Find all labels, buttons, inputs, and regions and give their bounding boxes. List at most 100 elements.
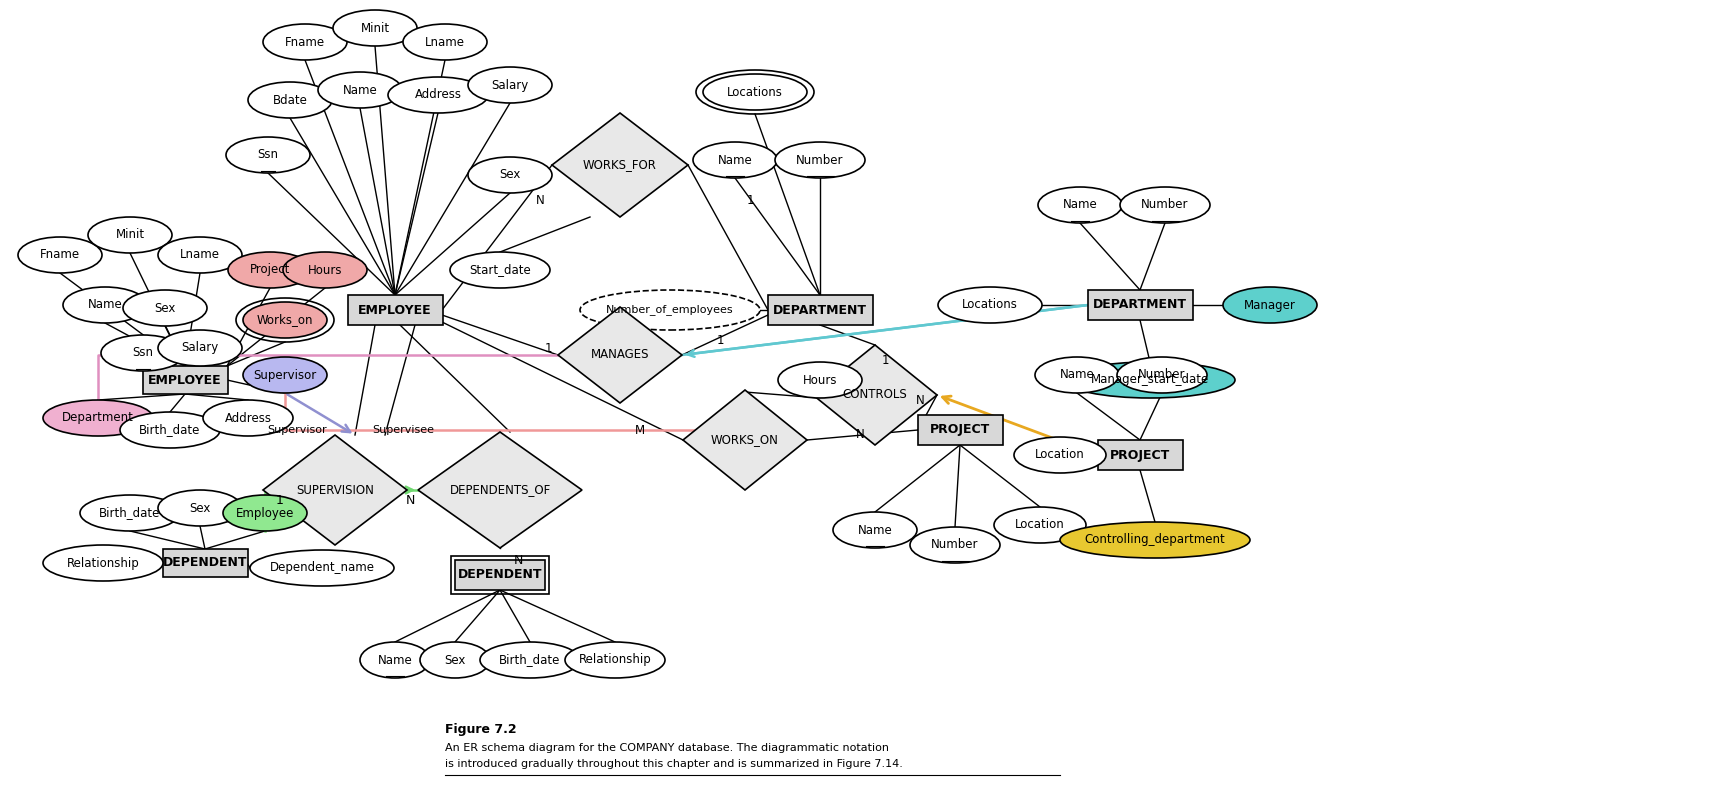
Ellipse shape	[481, 642, 580, 678]
Text: Start_date: Start_date	[469, 264, 530, 277]
Text: 1: 1	[275, 494, 284, 507]
Ellipse shape	[1014, 437, 1106, 473]
Text: Name: Name	[1060, 369, 1094, 382]
Ellipse shape	[833, 512, 917, 548]
Text: MANAGES: MANAGES	[590, 349, 650, 362]
Ellipse shape	[120, 412, 221, 448]
Text: Department: Department	[62, 412, 133, 424]
Text: Address: Address	[414, 89, 462, 102]
Ellipse shape	[203, 400, 292, 436]
Text: Number: Number	[1139, 369, 1185, 382]
Ellipse shape	[1035, 357, 1118, 393]
Text: Hours: Hours	[802, 374, 838, 387]
Text: DEPENDENT: DEPENDENT	[458, 568, 542, 582]
Text: is introduced gradually throughout this chapter and is summarized in Figure 7.14: is introduced gradually throughout this …	[445, 759, 903, 769]
Text: An ER schema diagram for the COMPANY database. The diagrammatic notation: An ER schema diagram for the COMPANY dat…	[445, 743, 889, 753]
Text: Supervisor: Supervisor	[253, 369, 316, 382]
Text: N: N	[513, 554, 523, 567]
Text: Address: Address	[224, 412, 272, 424]
Ellipse shape	[263, 24, 347, 60]
Ellipse shape	[222, 495, 308, 531]
Ellipse shape	[564, 642, 665, 678]
Text: Number: Number	[932, 538, 978, 551]
Ellipse shape	[226, 137, 310, 173]
Polygon shape	[682, 390, 807, 490]
Text: Salary: Salary	[181, 341, 219, 354]
Text: Ssn: Ssn	[258, 148, 279, 161]
Ellipse shape	[361, 642, 429, 678]
Ellipse shape	[1060, 522, 1250, 558]
Ellipse shape	[693, 142, 776, 178]
Text: Number: Number	[797, 153, 843, 166]
Text: Salary: Salary	[491, 78, 528, 91]
Bar	[347, 295, 443, 325]
Text: Name: Name	[1062, 199, 1098, 211]
Ellipse shape	[101, 335, 185, 371]
Ellipse shape	[910, 527, 1000, 563]
Text: Number: Number	[1141, 199, 1188, 211]
Text: Name: Name	[342, 83, 378, 97]
Text: Hours: Hours	[308, 264, 342, 277]
Text: Lname: Lname	[180, 249, 221, 261]
Bar	[162, 549, 248, 577]
Text: N: N	[855, 429, 864, 441]
Ellipse shape	[469, 67, 552, 103]
Text: Name: Name	[87, 299, 123, 312]
Text: DEPARTMENT: DEPARTMENT	[1093, 299, 1187, 312]
Text: Locations: Locations	[727, 86, 783, 98]
Text: EMPLOYEE: EMPLOYEE	[357, 303, 433, 316]
Ellipse shape	[157, 237, 243, 273]
Text: PROJECT: PROJECT	[1110, 449, 1170, 462]
Text: M: M	[634, 424, 645, 437]
Text: Location: Location	[1016, 519, 1065, 532]
Ellipse shape	[421, 642, 491, 678]
Text: Bdate: Bdate	[272, 94, 308, 107]
Text: Sex: Sex	[190, 501, 210, 515]
Ellipse shape	[87, 217, 173, 253]
Text: Sex: Sex	[445, 654, 465, 667]
Text: Number_of_employees: Number_of_employees	[605, 304, 734, 316]
Text: Location: Location	[1035, 449, 1084, 462]
Text: CONTROLS: CONTROLS	[843, 388, 908, 402]
Ellipse shape	[1223, 287, 1317, 323]
Polygon shape	[812, 345, 937, 445]
Ellipse shape	[157, 330, 243, 366]
Text: 1: 1	[881, 353, 889, 366]
Text: Minit: Minit	[116, 228, 145, 241]
Text: Manager_start_date: Manager_start_date	[1091, 374, 1209, 387]
Ellipse shape	[243, 357, 327, 393]
Text: Minit: Minit	[361, 22, 390, 35]
Ellipse shape	[227, 252, 311, 288]
Ellipse shape	[318, 72, 402, 108]
Text: PROJECT: PROJECT	[930, 424, 990, 437]
Text: WORKS_ON: WORKS_ON	[711, 433, 780, 446]
Ellipse shape	[282, 252, 368, 288]
Ellipse shape	[333, 10, 417, 46]
Ellipse shape	[248, 82, 332, 118]
Ellipse shape	[1038, 187, 1122, 223]
Text: Works_on: Works_on	[256, 313, 313, 327]
Text: Sex: Sex	[154, 302, 176, 315]
Ellipse shape	[43, 400, 152, 436]
Text: Figure 7.2: Figure 7.2	[445, 724, 516, 737]
Text: Name: Name	[378, 654, 412, 667]
Polygon shape	[417, 432, 581, 548]
Bar	[142, 366, 227, 394]
Text: Birth_date: Birth_date	[99, 507, 161, 520]
Text: Supervisor: Supervisor	[267, 425, 327, 435]
Text: Name: Name	[718, 153, 752, 166]
Text: 1: 1	[716, 333, 723, 346]
Bar	[1088, 290, 1192, 320]
Text: WORKS_FOR: WORKS_FOR	[583, 158, 657, 172]
Ellipse shape	[243, 302, 327, 338]
Text: Locations: Locations	[963, 299, 1017, 312]
Text: Dependent_name: Dependent_name	[270, 562, 374, 575]
Ellipse shape	[19, 237, 103, 273]
Text: Relationship: Relationship	[578, 654, 652, 667]
Ellipse shape	[778, 362, 862, 398]
Ellipse shape	[80, 495, 180, 531]
Ellipse shape	[43, 545, 162, 581]
Polygon shape	[552, 113, 687, 217]
Bar	[768, 295, 872, 325]
Ellipse shape	[250, 550, 393, 586]
